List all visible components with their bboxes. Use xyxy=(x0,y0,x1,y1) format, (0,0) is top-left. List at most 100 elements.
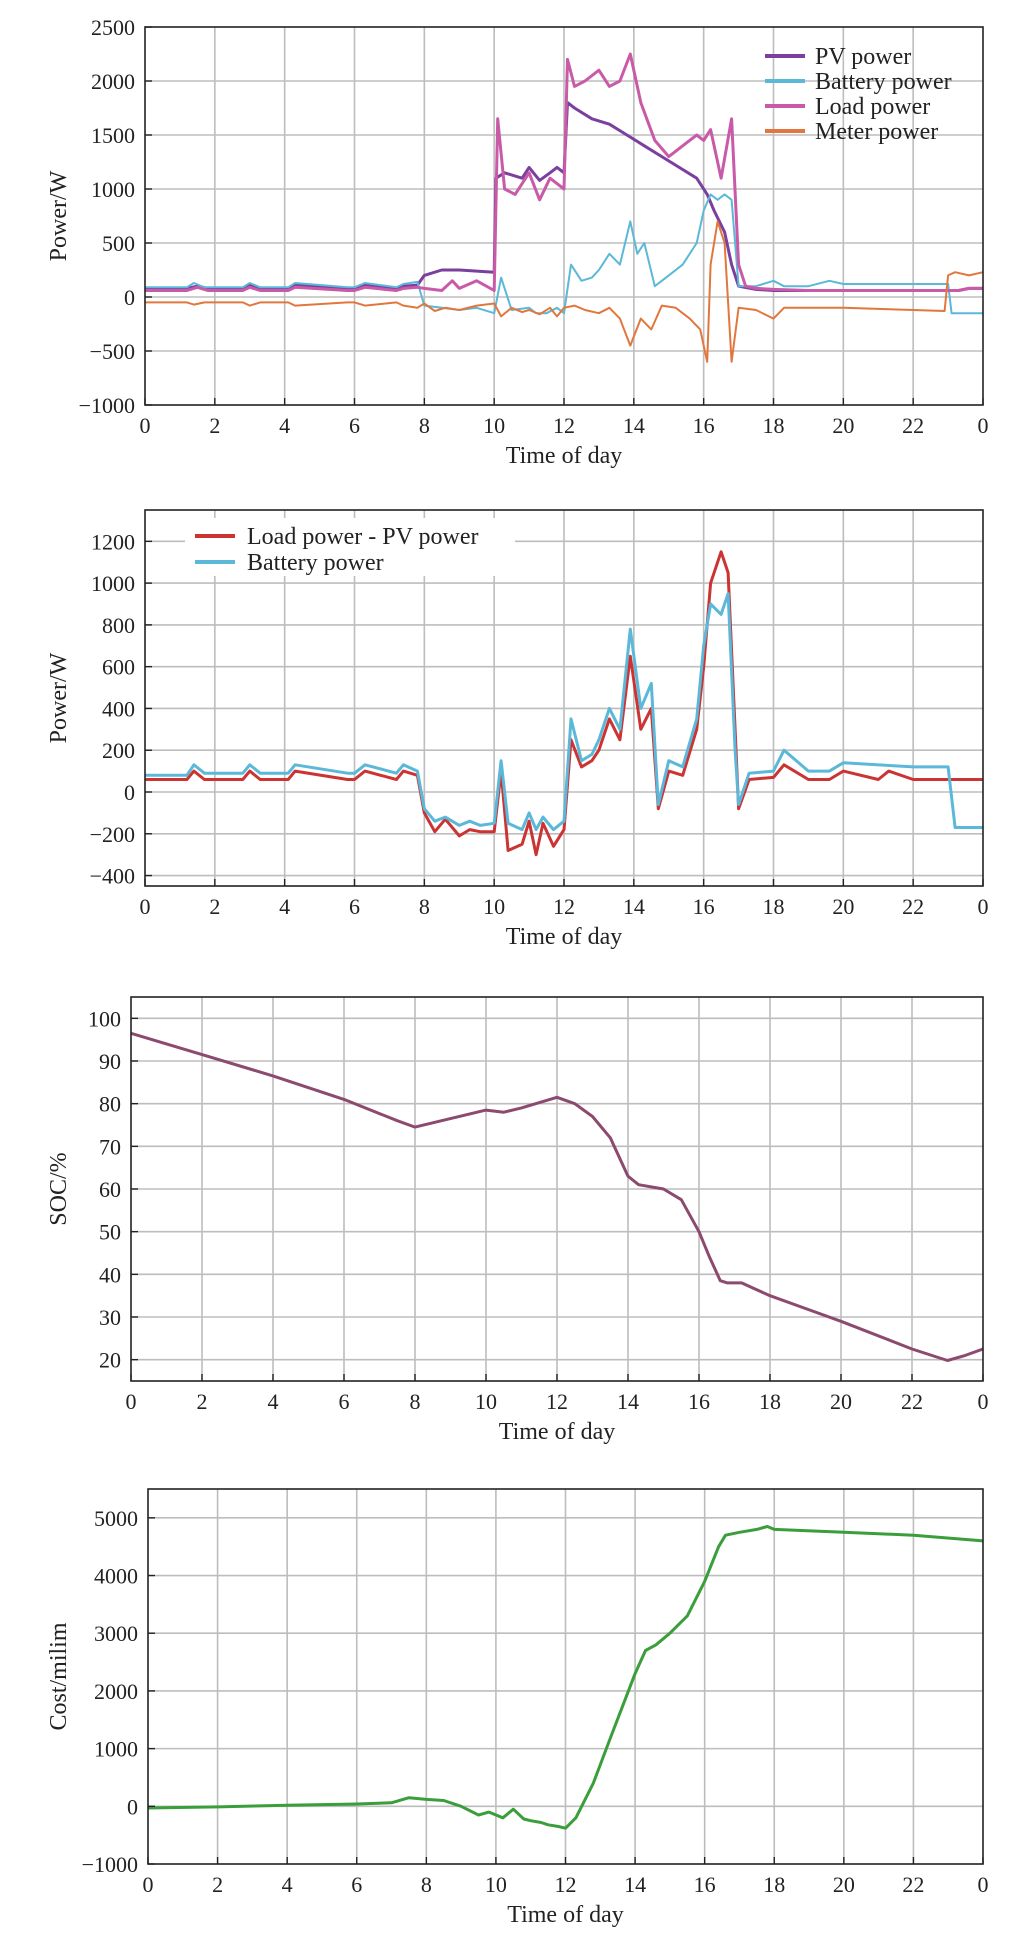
x-tick-label: 22 xyxy=(902,1872,924,1897)
x-tick-label: 20 xyxy=(832,413,854,438)
y-tick-label: −1000 xyxy=(79,393,135,418)
x-tick-label: 2 xyxy=(209,894,220,919)
y-tick-label: 500 xyxy=(102,231,135,256)
x-tick-label: 0 xyxy=(140,413,151,438)
y-tick-label: 600 xyxy=(102,655,135,680)
x-tick-label: 16 xyxy=(693,894,715,919)
y-tick-label: 0 xyxy=(124,285,135,310)
x-tick-label: 12 xyxy=(555,1872,577,1897)
series-line-1 xyxy=(130,1031,984,1362)
x-tick-label: 10 xyxy=(485,1872,507,1897)
y-axis-label: SOC/% xyxy=(46,1152,72,1225)
legend-entry: Load power - PV power xyxy=(247,524,479,550)
x-tick-label: 12 xyxy=(546,1389,568,1414)
x-tick-label: 22 xyxy=(901,1389,923,1414)
x-tick-label: 10 xyxy=(475,1389,497,1414)
chart-2: 0 2 4 6 8 10 12 14 16 18 20 22 0 1200 1000 800 600 400 200… xyxy=(46,509,989,950)
y-tick-label: 400 xyxy=(102,696,135,721)
x-tick-label: 14 xyxy=(623,413,645,438)
y-tick-label: 80 xyxy=(99,1092,121,1117)
x-tick-label: 6 xyxy=(351,1872,362,1897)
y-tick-label: −1000 xyxy=(82,1852,138,1877)
y-tick-label: 2000 xyxy=(94,1679,138,1704)
x-tick-label: 0 xyxy=(143,1872,154,1897)
y-tick-label: 20 xyxy=(99,1348,121,1373)
y-tick-label: 2500 xyxy=(91,15,135,40)
x-tick-label: 16 xyxy=(693,413,715,438)
chart-3: 0 2 4 6 8 10 12 14 16 18 20 22 0 100 90 80 70 60 50 40 30 20 T… xyxy=(46,996,989,1445)
x-tick-label: 0 xyxy=(140,894,151,919)
y-axis-label: Power/W xyxy=(46,652,72,743)
y-tick-label: 0 xyxy=(127,1794,138,1819)
x-tick-label: 8 xyxy=(410,1389,421,1414)
y-tick-label: 2000 xyxy=(91,69,135,94)
y-tick-label: 90 xyxy=(99,1049,121,1074)
y-tick-label: 1500 xyxy=(91,123,135,148)
x-axis-label: Time of day xyxy=(507,1902,623,1928)
series-line-4 xyxy=(145,220,984,363)
y-axis-label: Power/W xyxy=(46,170,72,261)
legend-entry: Meter power xyxy=(815,119,938,145)
x-tick-label: 14 xyxy=(617,1389,639,1414)
chart-1: 0 2 4 6 8 10 12 14 16 18 20 22 0 2500 2000 1500 1000 500 0… xyxy=(46,15,989,469)
x-tick-label: 12 xyxy=(553,413,575,438)
x-tick-label: 22 xyxy=(902,894,924,919)
x-tick-label: 10 xyxy=(483,894,505,919)
y-axis-label: Cost/milim xyxy=(46,1622,72,1730)
series-line-1 xyxy=(147,1525,984,1830)
x-tick-label: 6 xyxy=(349,413,360,438)
y-tick-label: 800 xyxy=(102,613,135,638)
x-tick-label: 20 xyxy=(830,1389,852,1414)
y-tick-label: 1000 xyxy=(91,571,135,596)
x-tick-label: 14 xyxy=(624,1872,646,1897)
series-line-2 xyxy=(145,592,983,832)
x-axis-label: Time of day xyxy=(499,1419,615,1445)
x-tick-label: 14 xyxy=(623,894,645,919)
x-tick-label: 12 xyxy=(553,894,575,919)
y-tick-label: 100 xyxy=(88,1006,121,1031)
y-tick-label: 1000 xyxy=(94,1737,138,1762)
x-tick-label: 6 xyxy=(349,894,360,919)
x-tick-label: 0 xyxy=(978,1872,989,1897)
x-tick-label: 10 xyxy=(483,413,505,438)
x-tick-label: 0 xyxy=(126,1389,137,1414)
x-tick-label: 0 xyxy=(978,894,989,919)
y-tick-label: 40 xyxy=(99,1262,121,1287)
x-tick-label: 0 xyxy=(978,413,989,438)
x-tick-label: 2 xyxy=(212,1872,223,1897)
legend-entry: Battery power xyxy=(815,69,952,95)
x-tick-label: 6 xyxy=(339,1389,350,1414)
x-tick-label: 2 xyxy=(197,1389,208,1414)
x-axis-label: Time of day xyxy=(506,924,622,950)
x-tick-label: 2 xyxy=(209,413,220,438)
x-tick-label: 20 xyxy=(833,1872,855,1897)
x-tick-label: 4 xyxy=(279,413,290,438)
y-tick-label: 60 xyxy=(99,1177,121,1202)
y-tick-label: 5000 xyxy=(94,1506,138,1531)
x-tick-label: 16 xyxy=(694,1872,716,1897)
y-tick-label: −500 xyxy=(90,339,135,364)
x-tick-label: 18 xyxy=(763,413,785,438)
series-line-2 xyxy=(145,193,983,315)
y-tick-label: 70 xyxy=(99,1134,121,1159)
x-tick-label: 4 xyxy=(279,894,290,919)
y-tick-label: 200 xyxy=(102,738,135,763)
y-tick-label: 1000 xyxy=(91,177,135,202)
x-tick-label: 22 xyxy=(902,413,924,438)
y-tick-label: 0 xyxy=(124,780,135,805)
legend-entry: PV power xyxy=(815,44,911,70)
x-tick-label: 4 xyxy=(282,1872,293,1897)
x-tick-label: 0 xyxy=(978,1389,989,1414)
x-tick-label: 20 xyxy=(832,894,854,919)
series-line-3 xyxy=(145,52,983,292)
y-tick-label: 30 xyxy=(99,1305,121,1330)
x-tick-label: 8 xyxy=(419,894,430,919)
legend-entry: Load power xyxy=(815,94,930,120)
x-tick-label: 18 xyxy=(763,1872,785,1897)
x-tick-label: 18 xyxy=(763,894,785,919)
x-tick-label: 8 xyxy=(419,413,430,438)
legend-entry: Battery power xyxy=(247,550,384,576)
x-axis-label: Time of day xyxy=(506,443,622,469)
